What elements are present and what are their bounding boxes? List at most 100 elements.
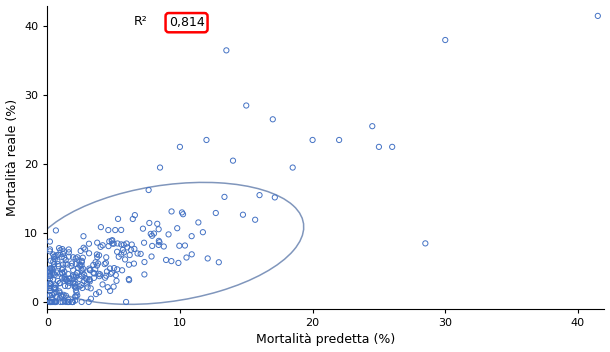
Point — [101, 254, 111, 260]
Point — [154, 226, 163, 232]
Point — [45, 288, 55, 294]
Point — [50, 299, 60, 305]
Point — [68, 299, 77, 305]
Point — [47, 299, 57, 305]
Point — [238, 212, 248, 218]
Point — [111, 272, 121, 278]
Point — [367, 123, 377, 129]
Point — [45, 292, 55, 298]
Point — [66, 263, 76, 269]
Point — [68, 299, 77, 305]
Point — [59, 292, 68, 298]
Point — [49, 264, 59, 270]
Point — [45, 299, 55, 305]
Point — [70, 281, 80, 287]
Point — [77, 259, 87, 265]
Point — [60, 274, 70, 279]
Point — [57, 267, 67, 272]
Point — [198, 230, 208, 235]
Point — [149, 231, 159, 236]
Point — [79, 278, 89, 284]
Point — [51, 228, 61, 233]
Point — [58, 262, 68, 268]
Point — [159, 244, 169, 249]
Point — [71, 290, 81, 295]
Point — [254, 192, 264, 198]
Point — [48, 252, 58, 257]
Point — [129, 261, 139, 266]
Point — [84, 251, 94, 256]
Point — [68, 268, 78, 273]
Point — [119, 250, 129, 255]
Point — [77, 258, 87, 264]
Point — [51, 299, 60, 305]
Point — [214, 259, 224, 265]
Text: R²: R² — [134, 15, 148, 28]
Point — [67, 260, 77, 266]
Point — [374, 144, 384, 150]
Point — [89, 275, 99, 281]
Point — [173, 260, 183, 266]
Point — [65, 280, 74, 286]
Point — [70, 284, 80, 289]
Point — [54, 289, 64, 294]
Point — [440, 37, 450, 43]
Point — [59, 255, 69, 260]
Point — [69, 274, 79, 279]
Point — [49, 299, 59, 305]
Point — [85, 278, 95, 284]
Point — [106, 288, 115, 294]
Point — [101, 260, 111, 266]
Point — [107, 237, 117, 243]
Point — [128, 216, 138, 222]
Point — [113, 216, 123, 222]
Point — [49, 254, 59, 259]
Point — [48, 270, 57, 276]
Point — [113, 241, 123, 246]
Point — [203, 256, 212, 261]
Point — [77, 273, 87, 279]
Point — [46, 258, 56, 264]
Point — [73, 254, 82, 260]
Point — [307, 137, 317, 143]
Point — [106, 271, 115, 277]
Point — [45, 299, 55, 305]
Point — [48, 259, 58, 264]
Point — [56, 271, 65, 277]
Point — [77, 299, 87, 305]
Point — [74, 276, 84, 282]
Point — [45, 249, 55, 254]
Point — [49, 291, 59, 297]
Point — [45, 285, 55, 291]
Point — [53, 278, 63, 284]
Point — [127, 242, 137, 247]
Point — [133, 251, 143, 256]
Point — [77, 285, 87, 291]
Point — [117, 252, 126, 257]
Point — [167, 209, 176, 214]
Point — [61, 257, 71, 263]
Point — [70, 281, 79, 287]
Point — [52, 252, 62, 258]
Point — [45, 299, 55, 305]
Point — [242, 103, 251, 108]
Point — [74, 262, 84, 267]
Point — [84, 277, 94, 283]
Point — [96, 224, 106, 230]
Point — [45, 271, 55, 277]
Point — [68, 273, 78, 278]
Point — [109, 265, 119, 271]
Point — [334, 137, 344, 143]
Point — [94, 252, 104, 258]
Point — [52, 270, 62, 275]
Point — [53, 261, 63, 267]
Point — [45, 285, 55, 291]
Point — [124, 277, 134, 283]
Point — [58, 266, 68, 271]
Point — [65, 276, 74, 282]
Point — [48, 267, 57, 272]
Point — [68, 299, 77, 305]
Point — [63, 297, 73, 302]
Point — [83, 284, 93, 290]
Point — [144, 187, 154, 193]
